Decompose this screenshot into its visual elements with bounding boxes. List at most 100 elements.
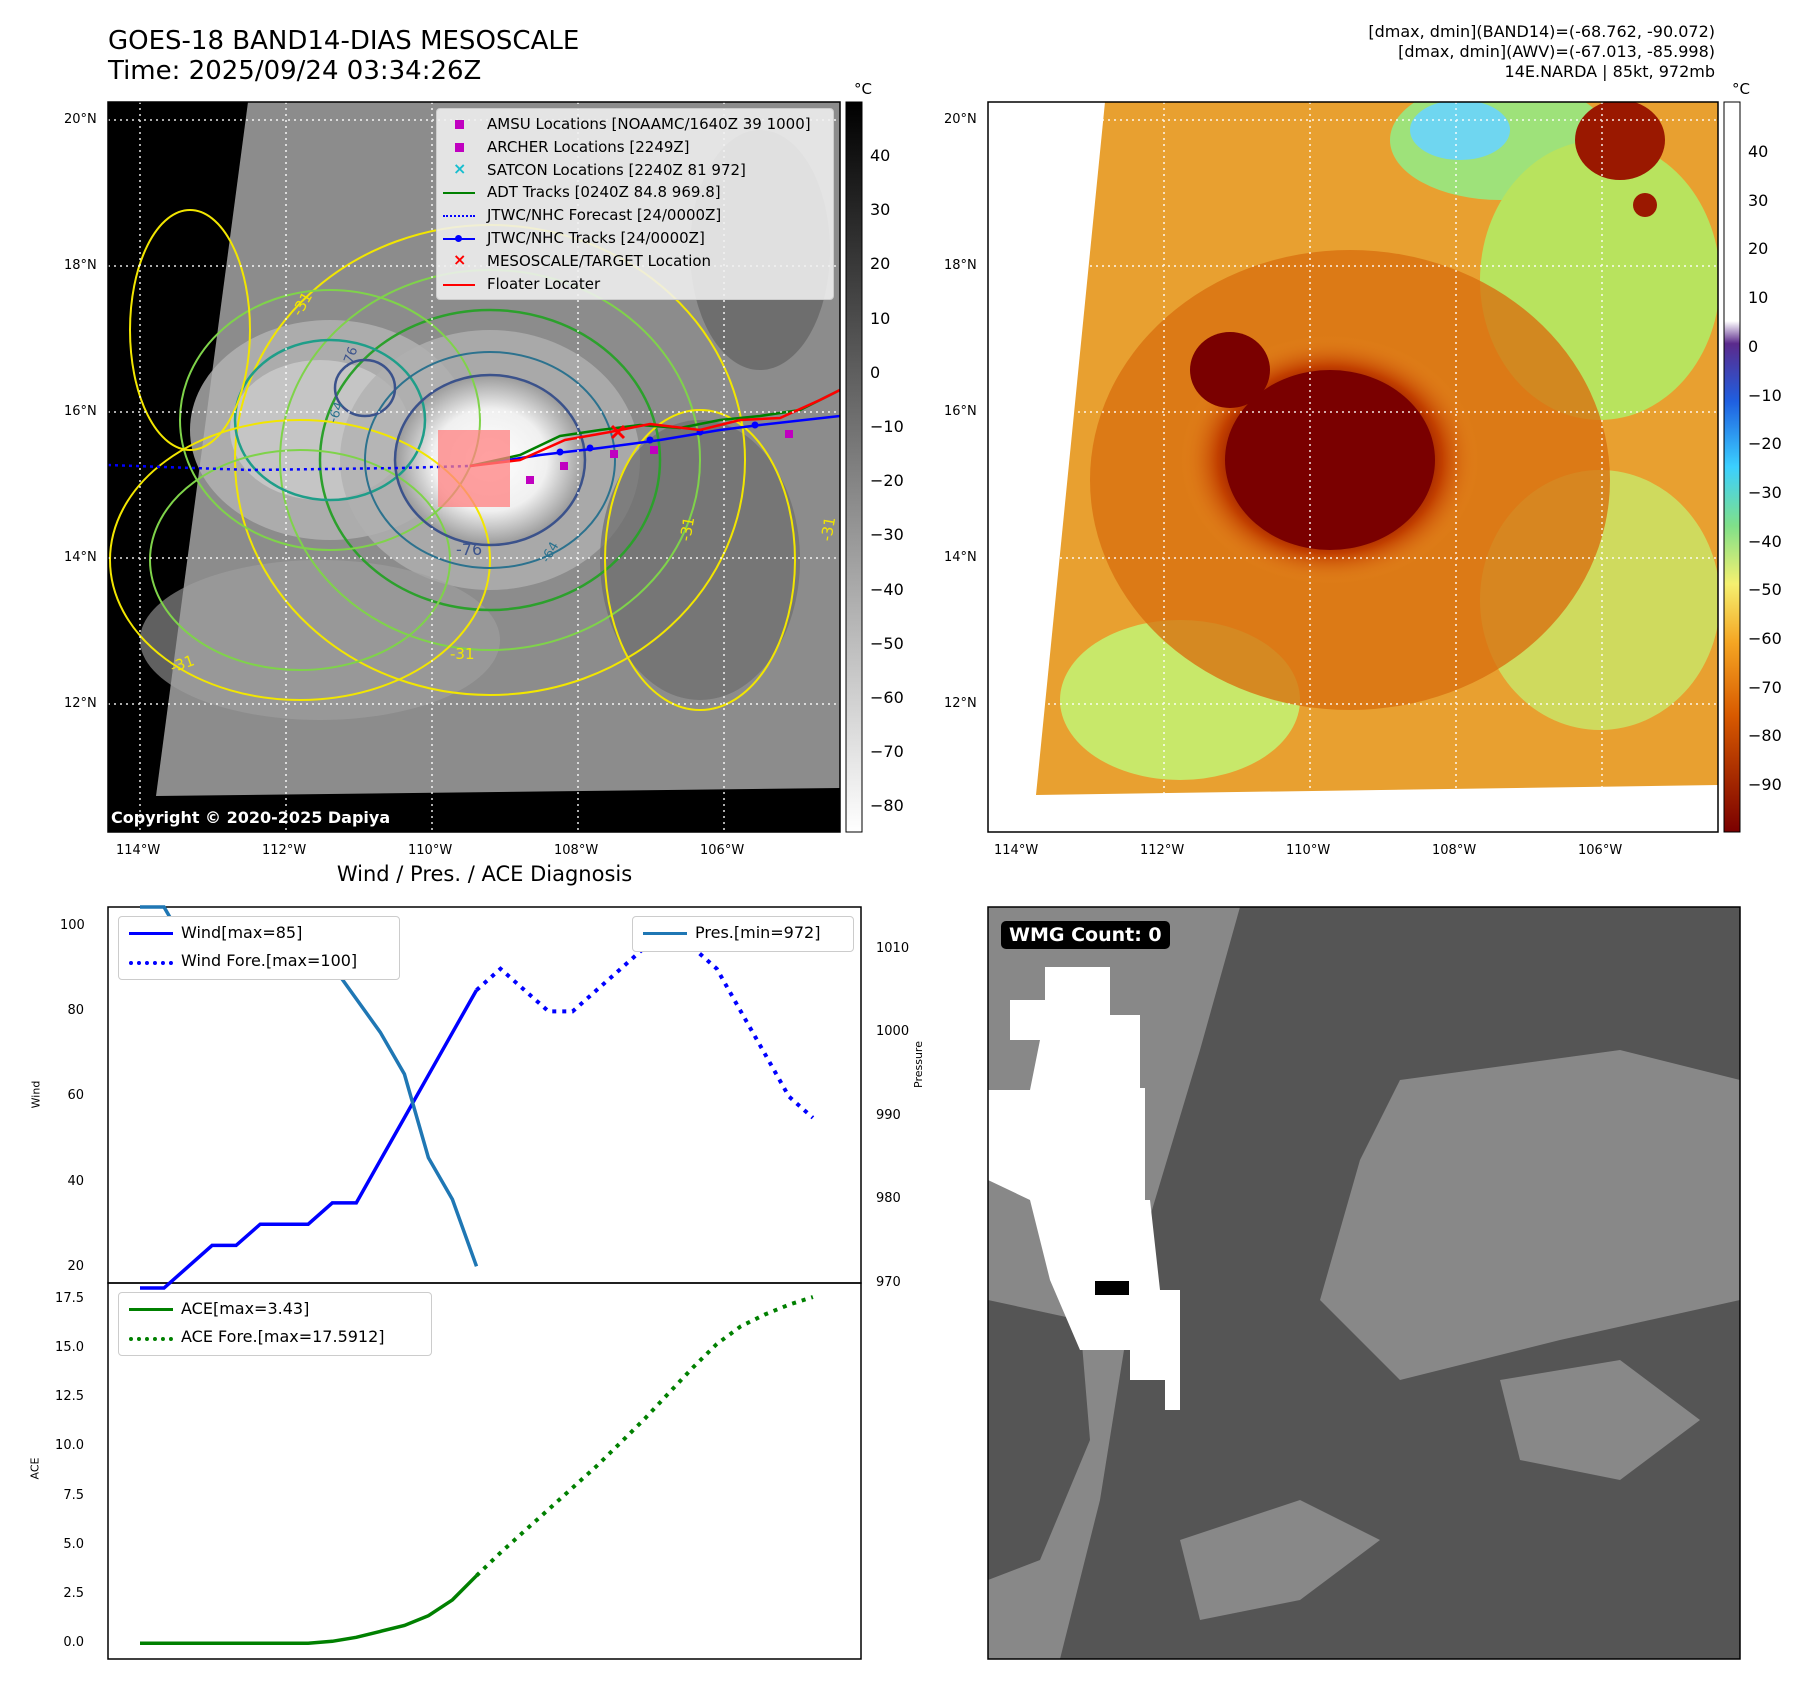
wind-axis-label: Wind [29, 1080, 43, 1109]
awv-colorbar-tick: −40 [1748, 531, 1782, 551]
ir-legend-entry: JTWC/NHC Forecast [24/0000Z] [437, 206, 827, 226]
ir-legend-entry: JTWC/NHC Tracks [24/0000Z] [437, 229, 827, 249]
ir-colorbar-tick: −30 [870, 525, 904, 545]
awv-map [988, 102, 1718, 832]
ir-legend-label: JTWC/NHC Tracks [24/0000Z] [487, 229, 705, 247]
ir-legend-label: ADT Tracks [0240Z 84.8 969.8] [487, 183, 721, 202]
storm-label: 14E.NARDA | 85kt, 972mb [1504, 62, 1715, 81]
awv-lon-label: 106°W [1578, 843, 1623, 858]
ir-colorbar-tick: 40 [870, 146, 891, 165]
ir-lat-label: 20°N [64, 112, 97, 127]
ir-colorbar-tick: −10 [870, 417, 904, 436]
pressure-tick: 980 [876, 1191, 901, 1207]
wind-tick: 80 [67, 1003, 84, 1019]
awv-colorbar-tick: 10 [1748, 288, 1769, 308]
awv-colorbar-tick: −10 [1748, 385, 1782, 405]
legend-marker-dotted [443, 215, 475, 218]
ace-tick: 7.5 [63, 1487, 84, 1503]
awv-lat-label: 20°N [944, 112, 977, 127]
wind-tick: 60 [67, 1088, 84, 1104]
legend-label-pres: Pres.[min=972] [695, 923, 821, 942]
ace-chart [140, 1295, 814, 1646]
pressure-tick: 970 [876, 1275, 901, 1290]
ir-lat-label: 18°N [64, 258, 97, 273]
ir-legend-entry: × MESOSCALE/TARGET Location [437, 249, 827, 272]
wind-legend: Wind[max=85] Wind Fore.[max=100] [118, 916, 400, 980]
wind-tick: 40 [67, 1173, 84, 1189]
wmg-map [988, 907, 1740, 1659]
awv-colorbar-tick: 0 [1748, 336, 1759, 356]
wind-tick: 20 [67, 1258, 84, 1274]
legend-marker-line-dot [443, 235, 475, 242]
ir-colorbar-tick: −80 [870, 796, 904, 816]
legend-label-wind-fore: Wind Fore.[max=100] [181, 951, 358, 970]
ir-colorbar-tick: 0 [870, 362, 881, 382]
legend-dot [455, 235, 462, 242]
ir-lon-label: 106°W [700, 843, 745, 858]
ace-tick: 15.0 [55, 1339, 84, 1355]
ir-lat-label: 14°N [64, 550, 97, 565]
ace-tick: 0.0 [63, 1635, 84, 1651]
legend-marker-square [455, 142, 464, 152]
figure-time: Time: 2025/09/24 03:34:26Z [108, 56, 482, 86]
legend-marker-line [443, 283, 475, 286]
awv-colorbar-tick: −70 [1748, 677, 1782, 697]
awv-lon-label: 110°W [1286, 843, 1331, 858]
ace-legend: ACE[max=3.43] ACE Fore.[max=17.5912] [118, 1292, 432, 1356]
ace-tick: 2.5 [63, 1586, 84, 1602]
legend-swatch-ace-fore [129, 1337, 173, 1341]
legend-marker-square [455, 120, 464, 129]
ir-colorbar-tick: −40 [870, 579, 904, 599]
pressure-tick: 1010 [876, 940, 910, 956]
wmg-count-badge: WMG Count: 0 [1001, 921, 1170, 949]
awv-lat-label: 14°N [944, 550, 977, 565]
awv-colorbar-tick: −60 [1748, 629, 1782, 648]
legend-marker-line [443, 192, 475, 195]
ir-legend-label: AMSU Locations [NOAAMC/1640Z 39 1000] [487, 115, 811, 133]
awv-colorbar-tick: 30 [1748, 190, 1769, 210]
ir-legend-entry: Floater Locater [437, 275, 827, 295]
ir-legend-label: MESOSCALE/TARGET Location [487, 251, 712, 270]
awv-lon-label: 108°W [1432, 843, 1477, 858]
awv-colorbar-tick: 40 [1748, 142, 1769, 161]
ir-lon-label: 108°W [554, 843, 599, 858]
contour-label: -76 [456, 540, 483, 559]
pressure-legend: Pres.[min=972] [632, 916, 854, 952]
ir-colorbar-tick: 10 [870, 308, 891, 328]
ir-legend-entry: ADT Tracks [0240Z 84.8 969.8] [437, 183, 827, 203]
ir-colorbar-tick: 20 [870, 254, 891, 274]
ace-tick: 10.0 [55, 1438, 84, 1454]
ace-tick: 5.0 [63, 1536, 84, 1552]
awv-lon-label: 112°W [1140, 843, 1185, 858]
awv-lat-label: 12°N [944, 696, 977, 711]
awv-colorbar-tick: −30 [1748, 482, 1782, 502]
ace-tick: 17.5 [55, 1290, 84, 1306]
ace-axis-label: ACE [28, 1457, 42, 1480]
ir-legend-label: Floater Locater [487, 274, 601, 293]
stats-awv: [dmax, dmin](AWV)=(-67.013, -85.998) [1398, 42, 1715, 61]
ir-lon-label: 114°W [116, 843, 161, 858]
ir-colorbar-unit: °C [854, 80, 872, 98]
ir-legend: AMSU Locations [NOAAMC/1640Z 39 1000] ARC… [436, 108, 834, 300]
awv-colorbar-tick: −80 [1748, 726, 1782, 746]
ir-lat-label: 16°N [64, 404, 97, 419]
legend-label-ace-fore: ACE Fore.[max=17.5912] [181, 1327, 385, 1346]
ir-colorbar [845, 101, 863, 833]
awv-colorbar-tick: −20 [1748, 434, 1782, 454]
awv-colorbar-tick: −90 [1748, 775, 1782, 795]
ir-colorbar-tick: 30 [870, 200, 891, 220]
awv-colorbar-tick: 20 [1748, 239, 1769, 259]
legend-label-ace: ACE[max=3.43] [181, 1299, 310, 1318]
ir-legend-entry: ARCHER Locations [2249Z] [437, 138, 827, 158]
ir-legend-entry: × SATCON Locations [2240Z 81 972] [437, 159, 827, 181]
ir-legend-label: JTWC/NHC Forecast [24/0000Z] [487, 206, 722, 225]
legend-swatch-pres [643, 932, 687, 935]
legend-marker-x: × [453, 249, 467, 269]
pressure-tick: 1000 [876, 1024, 910, 1040]
copyright-text: Copyright © 2020-2025 Dapiya [111, 808, 391, 827]
stats-band14: [dmax, dmin](BAND14)=(-68.762, -90.072) [1368, 22, 1715, 41]
awv-colorbar [1723, 101, 1741, 833]
ir-colorbar-tick: −50 [870, 633, 904, 653]
ir-colorbar-tick: −60 [870, 688, 904, 707]
